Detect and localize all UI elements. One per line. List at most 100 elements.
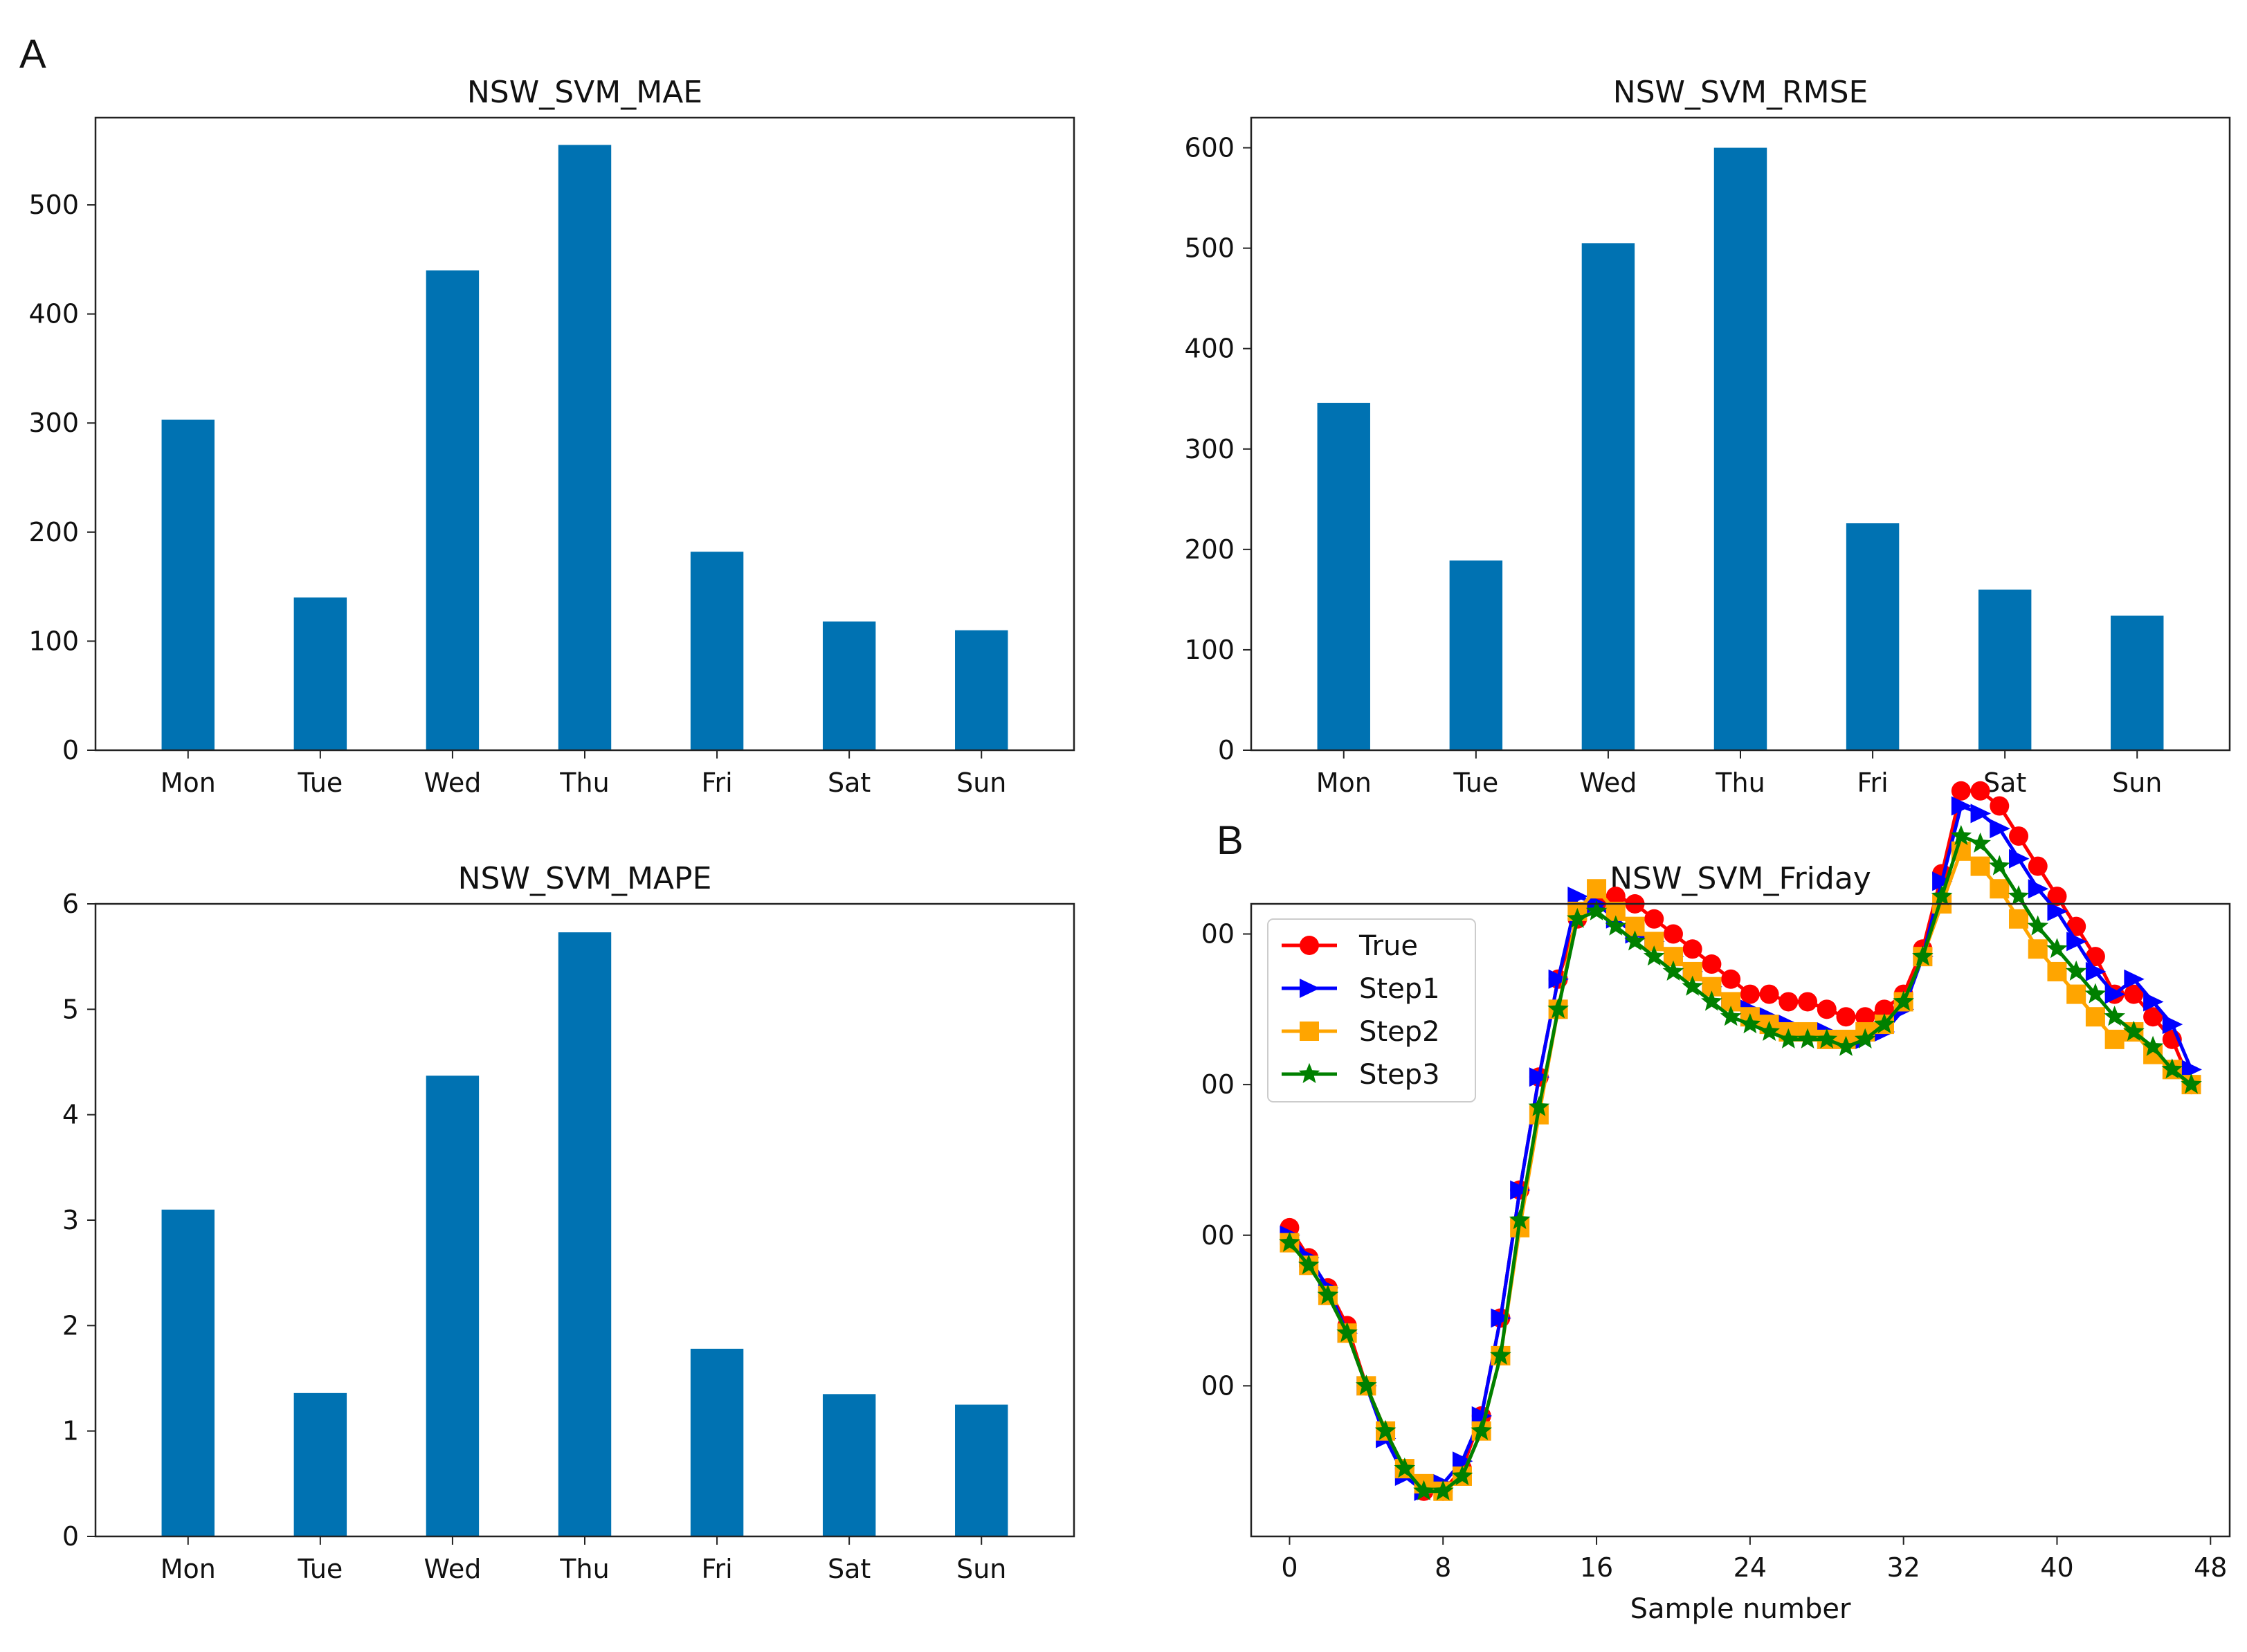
x-tick-label: 32 (1886, 1552, 1920, 1583)
bar-thu (558, 932, 612, 1536)
data-point-step3 (1394, 1458, 1416, 1478)
data-point-step3 (1451, 1464, 1473, 1485)
y-tick-label: 400 (1184, 334, 1235, 364)
chart-title: NSW_SVM_RMSE (1613, 75, 1868, 110)
y-tick-label: 100 (28, 626, 79, 656)
data-point-step1 (2009, 848, 2030, 869)
y-tick-label: 6 (62, 889, 79, 919)
x-tick-label: 24 (1734, 1552, 1767, 1583)
bar-mon (161, 419, 215, 750)
data-point-step3 (1893, 990, 1914, 1011)
series-step3 (1279, 825, 2202, 1500)
legend-label: True (1358, 930, 1418, 962)
x-tick-label: Sat (828, 1554, 871, 1584)
data-point-step1 (2047, 901, 2068, 921)
data-point-step2 (2066, 984, 2086, 1004)
data-point-step1 (1491, 1308, 1511, 1328)
data-point-step3 (2181, 1073, 2202, 1094)
bar-wed (426, 270, 480, 750)
legend-marker (1298, 1062, 1320, 1083)
plot-frame (94, 902, 1075, 1538)
x-tick-label: Sat (1983, 768, 2026, 798)
data-point-step3 (1413, 1480, 1435, 1500)
data-point-step2 (1990, 879, 2010, 899)
data-point-step1 (1471, 1406, 1493, 1426)
data-point-step3 (1432, 1480, 1454, 1500)
data-point-step3 (1374, 1419, 1397, 1440)
legend-item-step2: Step2 (1282, 1016, 1440, 1048)
y-tick-label: 5 (62, 994, 79, 1024)
data-point-step3 (1912, 945, 1934, 966)
data-point-step2 (2028, 939, 2048, 959)
y-tick-label: 0 (62, 1521, 79, 1552)
y-tick-label: 2 (62, 1310, 79, 1341)
bar-thu (1713, 147, 1767, 750)
data-point-true (1644, 909, 1664, 929)
data-point-step1 (2162, 1015, 2183, 1035)
data-point-step3 (1816, 1028, 1838, 1049)
data-point-true (1836, 1007, 1856, 1027)
data-point-step3 (1931, 885, 1953, 906)
y-tick-label: 1 (62, 1416, 79, 1446)
data-point-step3 (1509, 1208, 1531, 1229)
panel-label-a: A (19, 32, 46, 77)
data-point-step1 (1951, 796, 1972, 816)
data-point-true (1970, 781, 1990, 801)
mape-bar-chart: NSW_SVM_MAPE Mon Tue Wed Thu Fri Sat Sun 0 1 2 3 4 5 6 (62, 861, 1075, 1584)
legend-box (1267, 918, 1476, 1102)
data-point-step3 (1585, 900, 1608, 920)
data-point-step3 (1471, 1419, 1492, 1440)
data-point-step1 (1970, 804, 1991, 824)
y-tick-label: 300 (28, 408, 79, 438)
bar-sat (1978, 589, 2032, 750)
rmse-bar-chart: NSW_SVM_RMSE Mon Tue Wed Thu Fri Sat Sun 0 100 200… (1184, 75, 2231, 798)
legend-item-step3: Step3 (1282, 1059, 1440, 1091)
data-point-step2 (2104, 1029, 2125, 1049)
data-point-step3 (1356, 1374, 1377, 1395)
x-tick-label: 0 (1281, 1552, 1298, 1583)
x-tick-label: Mon (1316, 768, 1372, 798)
data-point-step3 (1567, 907, 1588, 928)
legend-marker (1300, 979, 1320, 998)
legend-item-step1: Step1 (1282, 973, 1440, 1005)
y-tick-label: 200 (1184, 534, 1235, 565)
bar-fri (690, 552, 744, 750)
x-tick-label: 8 (1435, 1552, 1451, 1583)
data-point-true (2143, 1007, 2163, 1027)
bar-mon (1317, 403, 1370, 750)
bar-sun (955, 630, 1008, 750)
chart-title: NSW_SVM_MAE (467, 75, 702, 110)
data-point-step1 (1932, 871, 1953, 891)
x-tick-label: Sat (828, 768, 871, 798)
x-tick-label: Wed (424, 1554, 481, 1584)
legend: True Step1 Step2 Step3 (1267, 918, 1476, 1102)
chart-title: NSW_SVM_MAPE (458, 861, 712, 896)
data-point-step3 (2161, 1058, 2183, 1079)
data-point-true (2047, 887, 2067, 907)
bar-sun (955, 1404, 1008, 1536)
y-tick-label: 0 (1218, 735, 1235, 765)
data-point-step3 (1528, 1096, 1550, 1116)
data-point-step3 (1720, 1006, 1742, 1026)
y-tick-label: 00 (1201, 1220, 1235, 1251)
data-point-step1 (2066, 932, 2087, 952)
y-tick-label: 200 (28, 517, 79, 547)
data-point-step3 (1739, 1013, 1761, 1034)
y-tick-label: 100 (1184, 635, 1235, 665)
data-point-step3 (2142, 1035, 2164, 1056)
legend-label: Step2 (1359, 1016, 1440, 1048)
data-point-step3 (2008, 885, 2030, 906)
data-point-step3 (2027, 915, 2049, 936)
data-point-step2 (2009, 909, 2029, 929)
x-tick-label: Thu (1715, 768, 1765, 798)
y-tick-label: 00 (1201, 1069, 1235, 1100)
data-point-true (2009, 826, 2029, 846)
data-point-true (1663, 924, 1683, 944)
bar-fri (690, 1348, 744, 1536)
data-point-step3 (1336, 1322, 1358, 1343)
bar-mon (161, 1209, 215, 1536)
y-tick-label: 300 (1184, 434, 1235, 464)
data-point-step3 (1605, 915, 1627, 936)
data-point-true (1702, 954, 1722, 974)
